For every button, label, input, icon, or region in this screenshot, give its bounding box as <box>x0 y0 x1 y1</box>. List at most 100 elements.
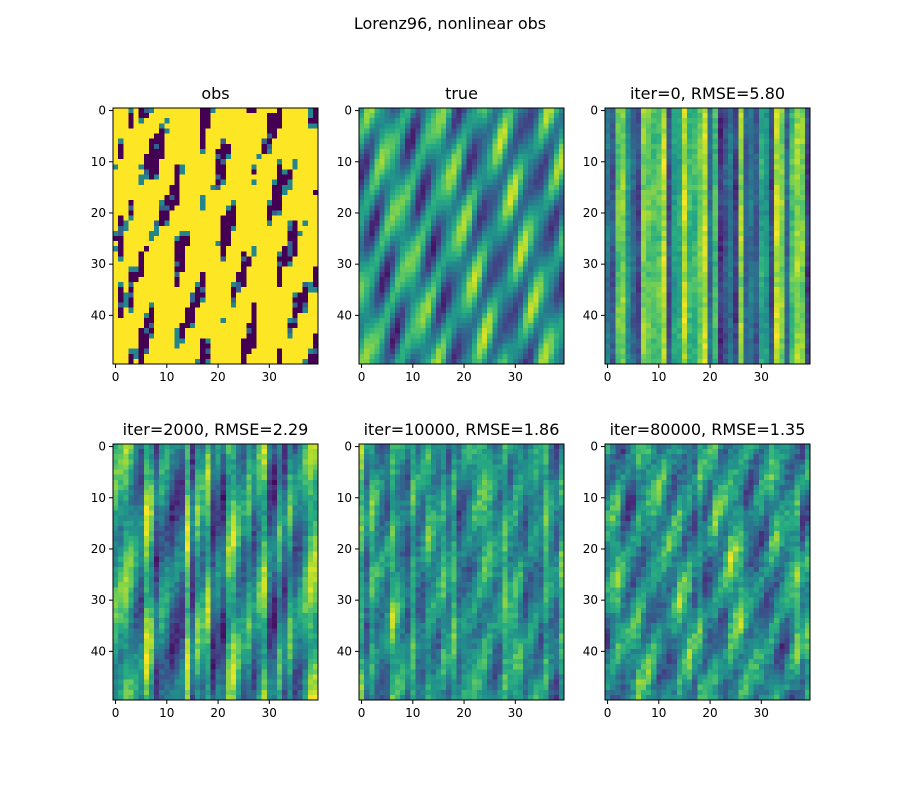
heatmap-cell <box>159 225 165 232</box>
heatmap-cell <box>405 271 411 278</box>
heatmap-cell <box>256 169 263 175</box>
heatmap-cell <box>492 317 498 324</box>
heatmap-cell <box>277 169 283 175</box>
heatmap-cell <box>154 343 160 350</box>
heatmap-cell <box>128 333 134 339</box>
heatmap-cell <box>138 343 145 350</box>
heatmap-cell <box>446 225 452 232</box>
heatmap-cell <box>441 256 447 262</box>
heatmap-cell <box>748 164 755 170</box>
heatmap-cell <box>487 297 493 303</box>
heatmap-cell <box>543 302 550 309</box>
heatmap-cell <box>743 123 749 129</box>
heatmap-cell <box>712 210 719 216</box>
heatmap-cell <box>717 113 724 119</box>
heatmap-cell <box>133 210 140 216</box>
heatmap-cell <box>435 297 442 303</box>
heatmap-cell <box>184 312 191 319</box>
heatmap-cell <box>446 317 452 324</box>
heatmap-cell <box>543 195 550 201</box>
heatmap-cell <box>210 261 216 268</box>
heatmap-cell <box>297 333 304 339</box>
heatmap-cell <box>523 220 529 227</box>
heatmap-cell <box>533 348 539 355</box>
heatmap-cell <box>200 148 206 155</box>
heatmap-cell <box>799 210 806 216</box>
heatmap-cell <box>702 225 708 232</box>
heatmap-cell <box>271 312 278 319</box>
heatmap-cell <box>456 113 462 119</box>
heatmap-cell <box>200 266 206 273</box>
heatmap-cell <box>456 195 462 201</box>
heatmap-cell <box>769 195 775 201</box>
heatmap-cell <box>461 312 468 319</box>
heatmap-cell <box>466 113 473 119</box>
heatmap-cell <box>712 143 719 150</box>
heatmap-cell <box>394 118 401 124</box>
heatmap-cell <box>405 333 411 339</box>
heatmap-cell <box>687 133 693 140</box>
heatmap-cell <box>312 138 319 145</box>
heatmap-cell <box>538 307 544 314</box>
heatmap-cell <box>225 205 232 211</box>
heatmap-cell <box>236 328 242 334</box>
heatmap-cell <box>369 230 375 237</box>
heatmap-cell <box>266 154 273 160</box>
heatmap-cell <box>241 159 247 165</box>
heatmap-cell <box>312 328 319 334</box>
heatmap-cell <box>210 215 216 222</box>
heatmap-cell <box>210 312 216 319</box>
heatmap-cell <box>476 297 483 303</box>
heatmap-cell <box>410 230 416 237</box>
heatmap-cell <box>415 261 421 268</box>
heatmap-cell <box>466 241 473 247</box>
heatmap-cell <box>359 210 365 216</box>
heatmap-cell <box>195 230 201 237</box>
heatmap-cell <box>758 113 765 119</box>
heatmap-cell <box>154 353 160 360</box>
heatmap-cell <box>748 133 755 140</box>
heatmap-cell <box>123 200 129 206</box>
heatmap-cell <box>789 154 796 160</box>
heatmap-cell <box>369 123 375 129</box>
heatmap-cell <box>558 164 565 170</box>
heatmap-cell <box>753 195 760 201</box>
heatmap-cell <box>420 323 427 329</box>
heatmap-cell <box>128 210 134 216</box>
heatmap-cell <box>282 251 288 257</box>
heatmap-cell <box>241 184 247 191</box>
heatmap-cell <box>400 220 406 227</box>
heatmap-cell <box>446 256 452 262</box>
heatmap-cell <box>804 128 811 134</box>
heatmap-cell <box>784 128 790 134</box>
heatmap-cell <box>553 174 560 181</box>
heatmap-cell <box>195 154 201 160</box>
heatmap-cell <box>482 159 488 165</box>
heatmap-cell <box>492 338 498 344</box>
heatmap-cell <box>620 128 626 134</box>
heatmap-cell <box>794 189 801 196</box>
heatmap-cell <box>430 159 437 165</box>
heatmap-cell <box>277 343 283 350</box>
heatmap-cell <box>123 302 129 309</box>
heatmap-cell <box>425 108 432 114</box>
heatmap-cell <box>394 323 401 329</box>
heatmap-cell <box>195 251 201 257</box>
heatmap-cell <box>646 215 652 222</box>
heatmap-cell <box>256 148 263 155</box>
heatmap-cell <box>256 246 263 252</box>
heatmap-cell <box>471 358 478 365</box>
heatmap-cell <box>174 241 181 247</box>
heatmap-cell <box>225 200 232 206</box>
heatmap-cell <box>451 292 457 298</box>
heatmap-cell <box>651 220 657 227</box>
heatmap-cell <box>205 154 211 160</box>
heatmap-cell <box>241 241 247 247</box>
heatmap-cell <box>230 195 237 201</box>
heatmap-cell <box>133 138 140 145</box>
heatmap-cell <box>164 297 170 303</box>
heatmap-cell <box>558 133 565 140</box>
heatmap-cell <box>359 292 365 298</box>
heatmap-cell <box>697 220 703 227</box>
heatmap-cell <box>179 138 186 145</box>
